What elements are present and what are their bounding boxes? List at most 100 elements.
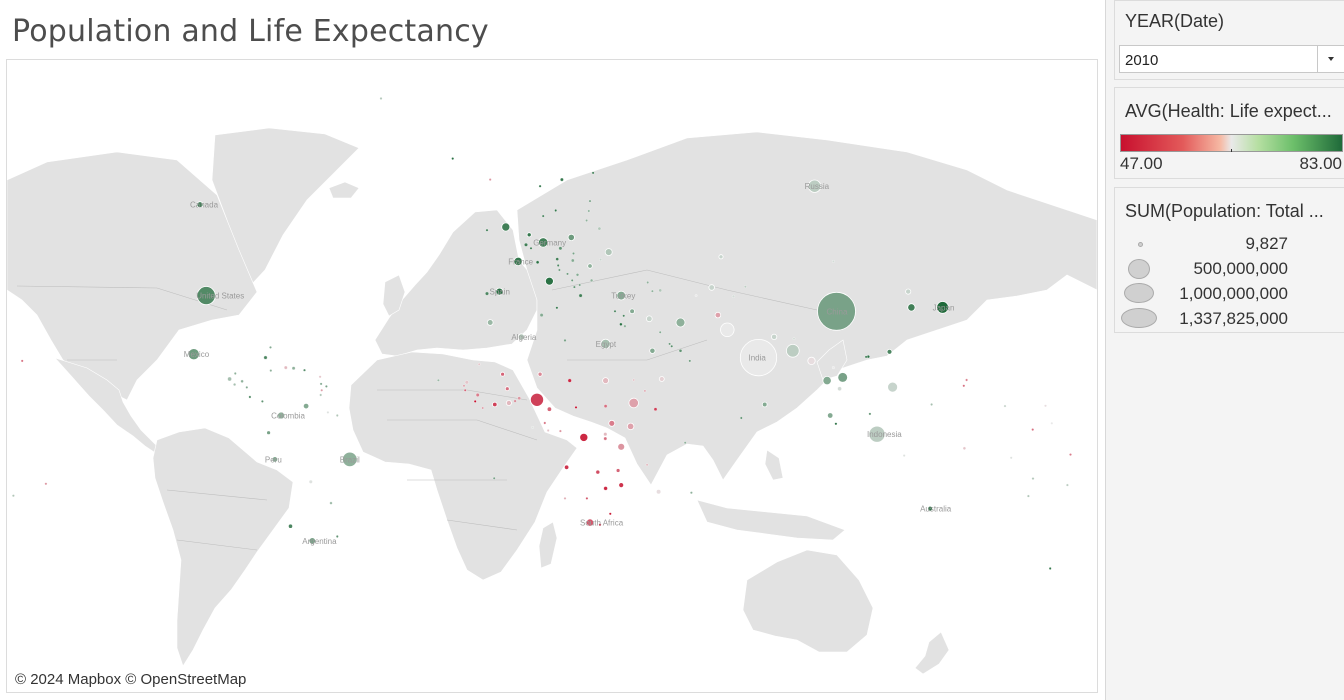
country-bubble[interactable]: [303, 368, 306, 372]
country-bubble[interactable]: [546, 406, 553, 412]
country-bubble[interactable]: [1031, 428, 1035, 431]
country-bubble[interactable]: [302, 402, 310, 410]
country-bubble[interactable]: [329, 501, 333, 505]
country-bubble[interactable]: [287, 523, 294, 529]
country-bubble[interactable]: [530, 392, 545, 407]
country-bubble[interactable]: [1050, 421, 1054, 425]
country-bubble[interactable]: [690, 491, 693, 495]
country-bubble[interactable]: [744, 285, 747, 289]
country-bubble[interactable]: [585, 219, 588, 222]
country-bubble[interactable]: [613, 309, 617, 313]
country-bubble[interactable]: [342, 451, 358, 468]
country-bubble[interactable]: [517, 333, 525, 341]
country-bubble[interactable]: [541, 214, 545, 218]
country-bubble[interactable]: [539, 313, 544, 317]
country-bubble[interactable]: [567, 233, 575, 241]
country-bubble[interactable]: [718, 254, 724, 260]
country-bubble[interactable]: [604, 248, 613, 257]
country-bubble[interactable]: [1044, 404, 1047, 408]
country-bubble[interactable]: [464, 380, 469, 385]
year-dropdown[interactable]: 2010: [1119, 45, 1344, 73]
country-bubble[interactable]: [617, 442, 626, 451]
country-bubble[interactable]: [822, 375, 832, 386]
country-bubble[interactable]: [603, 436, 608, 441]
country-bubble[interactable]: [326, 411, 330, 414]
country-bubble[interactable]: [714, 311, 722, 319]
country-bubble[interactable]: [526, 232, 532, 238]
country-bubble[interactable]: [616, 290, 626, 301]
country-bubble[interactable]: [187, 348, 200, 361]
country-bubble[interactable]: [335, 535, 339, 538]
country-bubble[interactable]: [864, 355, 868, 359]
country-bubble[interactable]: [475, 393, 480, 397]
country-bubble[interactable]: [1003, 404, 1007, 408]
country-bubble[interactable]: [694, 294, 698, 297]
country-bubble[interactable]: [646, 281, 650, 284]
country-bubble[interactable]: [269, 346, 272, 349]
country-bubble[interactable]: [485, 291, 489, 296]
country-bubble[interactable]: [632, 378, 636, 382]
country-bubble[interactable]: [649, 347, 656, 354]
country-bubble[interactable]: [504, 386, 510, 392]
country-bubble[interactable]: [585, 518, 595, 527]
country-bubble[interactable]: [488, 178, 492, 181]
country-bubble[interactable]: [868, 425, 886, 443]
country-bubble[interactable]: [645, 315, 653, 323]
country-bubble[interactable]: [1027, 494, 1030, 498]
country-bubble[interactable]: [261, 400, 264, 403]
country-bubble[interactable]: [573, 285, 576, 289]
country-bubble[interactable]: [437, 378, 440, 382]
country-bubble[interactable]: [590, 278, 594, 282]
country-bubble[interactable]: [320, 388, 324, 392]
country-bubble[interactable]: [492, 476, 496, 480]
country-bubble[interactable]: [501, 222, 511, 232]
country-bubble[interactable]: [571, 258, 575, 263]
country-bubble[interactable]: [543, 421, 547, 425]
country-bubble[interactable]: [927, 505, 933, 512]
country-bubble[interactable]: [563, 497, 567, 500]
country-bubble[interactable]: [529, 246, 533, 250]
country-bubble[interactable]: [517, 396, 521, 400]
country-bubble[interactable]: [555, 257, 559, 261]
country-bubble[interactable]: [827, 412, 834, 419]
country-bubble[interactable]: [770, 333, 778, 340]
country-bubble[interactable]: [335, 414, 339, 417]
country-bubble[interactable]: [240, 379, 244, 383]
country-bubble[interactable]: [602, 377, 609, 385]
country-bubble[interactable]: [463, 388, 467, 392]
country-bubble[interactable]: [379, 97, 383, 100]
country-bubble[interactable]: [599, 258, 602, 261]
country-bubble[interactable]: [761, 401, 768, 408]
country-bubble[interactable]: [20, 359, 24, 363]
country-bubble[interactable]: [902, 454, 906, 457]
country-bubble[interactable]: [567, 378, 572, 383]
country-bubble[interactable]: [587, 209, 591, 213]
country-bubble[interactable]: [485, 228, 489, 232]
country-bubble[interactable]: [585, 497, 589, 500]
country-bubble[interactable]: [645, 463, 649, 467]
country-bubble[interactable]: [308, 537, 316, 545]
country-bubble[interactable]: [720, 322, 735, 338]
country-bubble[interactable]: [308, 479, 313, 484]
country-bubble[interactable]: [600, 338, 611, 349]
country-bubble[interactable]: [535, 260, 540, 264]
country-bubble[interactable]: [655, 488, 662, 495]
country-bubble[interactable]: [513, 256, 523, 266]
country-bubble[interactable]: [319, 382, 323, 386]
country-bubble[interactable]: [266, 430, 272, 436]
country-bubble[interactable]: [578, 293, 583, 298]
country-bubble[interactable]: [558, 246, 563, 251]
country-bubble[interactable]: [233, 383, 237, 386]
country-bubble[interactable]: [834, 422, 838, 426]
country-bubble[interactable]: [578, 283, 582, 287]
country-bubble[interactable]: [537, 371, 543, 377]
country-bubble[interactable]: [248, 395, 252, 399]
country-bubble[interactable]: [603, 432, 608, 437]
country-bubble[interactable]: [603, 486, 608, 491]
country-bubble[interactable]: [531, 426, 534, 429]
country-bubble[interactable]: [233, 372, 237, 375]
country-bubble[interactable]: [325, 385, 328, 388]
country-bubble[interactable]: [887, 381, 898, 393]
country-bubble[interactable]: [831, 366, 835, 370]
country-bubble[interactable]: [785, 343, 800, 358]
